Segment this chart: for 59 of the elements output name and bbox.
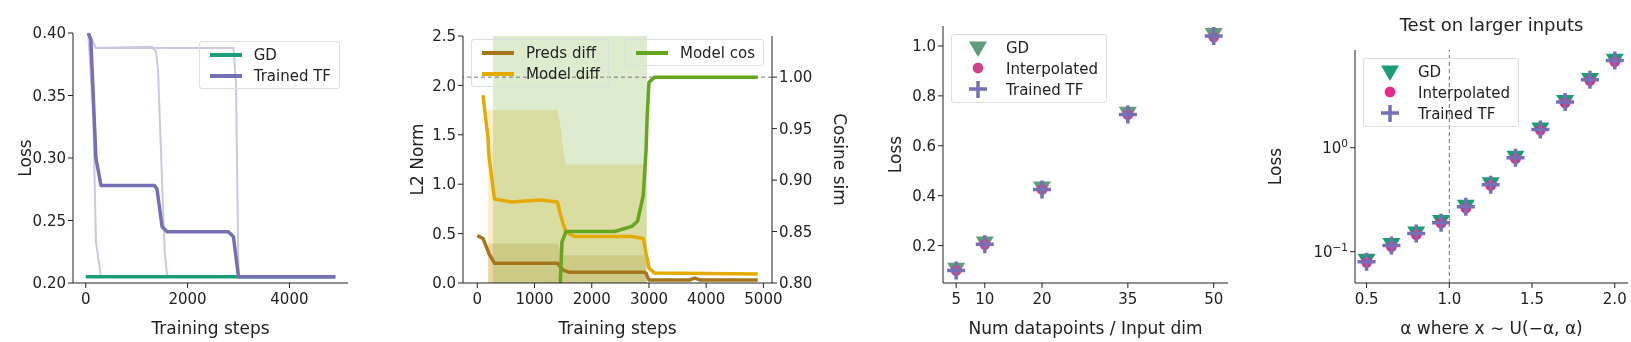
legend-label: Trained TF (1006, 80, 1084, 99)
legend-label: GD (253, 45, 277, 64)
legend-label: Interpolated (1418, 83, 1510, 102)
y2-tick-label: 1.00 (779, 68, 813, 87)
legend-label: Trained TF (253, 66, 331, 85)
chart-title: Test on larger inputs (1398, 14, 1585, 35)
y-tick-label: 0.0 (432, 274, 456, 293)
x-tick-label: 2.0 (1602, 289, 1627, 308)
x-tick-label: 5 (951, 289, 961, 308)
x-tick-label: 1.5 (1520, 289, 1544, 308)
legend-label: Trained TF (1418, 104, 1496, 123)
y-axis-title: Loss (1265, 147, 1285, 186)
y2-tick-label: 0.95 (779, 119, 813, 138)
x-tick-label: 0 (80, 289, 91, 308)
y-axis-title: Loss (885, 135, 905, 174)
x-tick-label: 50 (1204, 289, 1224, 308)
y-tick-label: 10$^{0}$ (1322, 136, 1348, 157)
y2-tick-label: 0.90 (779, 171, 813, 190)
y-tick-label: 0.40 (32, 24, 66, 43)
x-axis-title: Training steps (150, 318, 270, 338)
y-tick-label: 0.25 (32, 211, 66, 230)
x-tick-label: 1000 (515, 289, 554, 308)
legend-label: Interpolated (1006, 59, 1098, 78)
x-tick-label: 2000 (572, 289, 611, 308)
legend-label: Model diff (526, 64, 600, 83)
x-tick-label: 1.0 (1437, 289, 1462, 308)
y-tick-label: 0.30 (32, 149, 66, 168)
x-tick-label: 4000 (687, 289, 726, 308)
x-tick-label: 4000 (270, 289, 309, 308)
legend-label: Model cos (679, 43, 755, 62)
y-axis-title: L2 Norm (407, 123, 427, 196)
y-tick-label: 0.2 (912, 236, 936, 255)
y-tick-label: 1.5 (432, 126, 456, 145)
x-tick-label: 0.5 (1354, 289, 1379, 308)
x-tick-label: 10 (975, 289, 995, 308)
x-tick-label: 3000 (629, 289, 669, 308)
x-tick-label: 20 (1032, 289, 1052, 308)
y-tick-label: 1.0 (432, 175, 456, 194)
x-tick-label: 35 (1118, 289, 1138, 308)
legend-label: GD (1006, 38, 1030, 57)
x-axis-title: Training steps (557, 318, 677, 338)
y-tick-label: 2.5 (432, 27, 456, 46)
y2-tick-label: 0.85 (779, 222, 813, 241)
x-tick-label: 0 (472, 289, 483, 308)
x-axis-title: Num datapoints / Input dim (968, 318, 1203, 338)
y-tick-label: 10$^{−1}$ (1313, 240, 1348, 261)
legend-label: GD (1418, 62, 1442, 81)
y-tick-label: 0.20 (32, 274, 66, 293)
y-tick-label: 0.35 (32, 86, 66, 105)
legend-label: Preds diff (526, 43, 596, 62)
x-tick-label: 2000 (168, 289, 207, 308)
y2-axis-title: Cosine sim (830, 113, 850, 206)
y-tick-label: 0.4 (912, 186, 936, 205)
y-tick-label: 0.8 (912, 87, 936, 106)
y-tick-label: 0.5 (432, 224, 456, 243)
y-tick-label: 2.0 (432, 76, 456, 95)
y-tick-label: 1.0 (912, 37, 936, 56)
x-axis-title: α where x ∼ U(−α, α) (1400, 318, 1583, 338)
y-tick-label: 0.6 (912, 137, 936, 156)
